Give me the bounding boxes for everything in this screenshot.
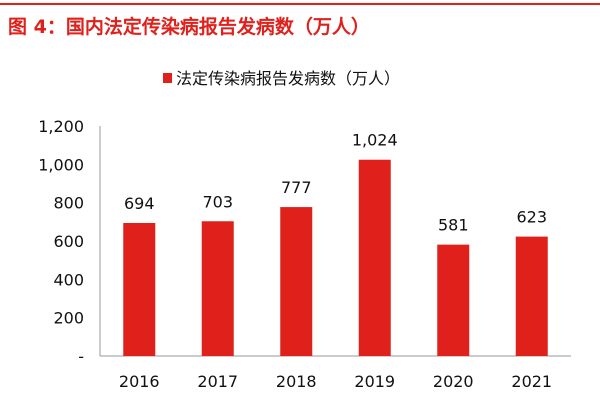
data-label: 703 <box>202 192 233 211</box>
y-tick-label: 1,000 <box>38 155 84 174</box>
top-rule <box>0 3 600 5</box>
data-label: 1,024 <box>352 131 398 150</box>
legend-swatch <box>163 73 172 83</box>
y-tick-label: - <box>78 347 84 366</box>
figure-title: 图 4：国内法定传染病报告发病数（万人） <box>8 16 370 38</box>
bar-2017 <box>201 221 234 356</box>
data-label: 623 <box>516 208 547 227</box>
y-tick-label: 200 <box>53 309 84 328</box>
bar-2020 <box>437 244 470 356</box>
x-tick-label: 2020 <box>433 372 474 391</box>
y-tick-label: 600 <box>53 232 84 251</box>
bar-2018 <box>280 207 313 356</box>
data-label: 777 <box>281 178 312 197</box>
bar-2019 <box>358 159 391 356</box>
bar-2016 <box>123 222 156 356</box>
x-tick-label: 2018 <box>276 372 317 391</box>
x-tick-label: 2019 <box>354 372 395 391</box>
x-tick-label: 2016 <box>119 372 160 391</box>
data-label: 581 <box>438 216 469 235</box>
legend-label: 法定传染病报告发病数（万人） <box>176 69 400 88</box>
y-tick-label: 1,200 <box>38 117 84 136</box>
data-label: 694 <box>124 194 155 213</box>
x-tick-label: 2021 <box>511 372 552 391</box>
y-tick-label: 800 <box>53 194 84 213</box>
x-tick-label: 2017 <box>197 372 238 391</box>
y-tick-label: 400 <box>53 270 84 289</box>
bar-2021 <box>515 236 548 356</box>
